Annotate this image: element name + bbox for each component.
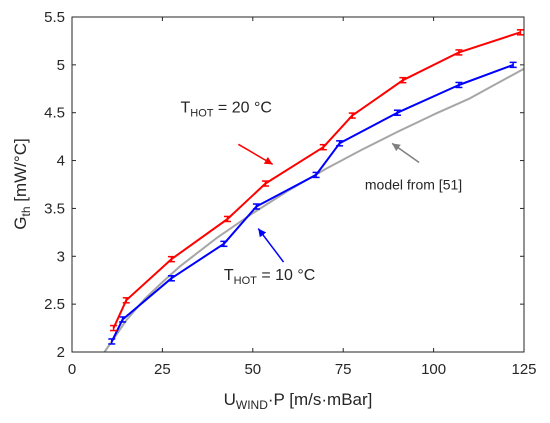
- series-0-point: [223, 215, 231, 223]
- series-0-point: [516, 29, 524, 36]
- x-axis-label-rest: ·P [m/s·mBar]: [268, 390, 373, 409]
- annotation-thot-20-arrow: [237, 143, 274, 166]
- annotation-layer: THOT = 20 °C THOT = 10 °C model from [51]: [180, 100, 462, 288]
- x-axis-label-sub: WIND: [236, 398, 268, 412]
- y-tick-label: 5.5: [44, 9, 65, 26]
- series-0-point: [110, 324, 118, 332]
- y-tick-label: 3.5: [44, 200, 65, 217]
- series-1-point: [252, 203, 260, 210]
- x-axis-label: UWIND·P [m/s·mBar]: [224, 390, 373, 412]
- y-tick-label: 2.5: [44, 296, 65, 313]
- y-tick-label: 3: [57, 248, 65, 265]
- series-0-point: [455, 49, 463, 56]
- x-tick-label: 75: [335, 361, 352, 378]
- series-1-point: [108, 338, 116, 345]
- tick-layer: 0 25 50 75 100 125 2 2.5 3 3.5 4 4.5 5 5.5: [44, 9, 536, 378]
- series-0-point: [122, 297, 130, 304]
- x-tick-label: 50: [244, 361, 261, 378]
- annotation-thot-10-arrow: [257, 228, 285, 263]
- y-axis-label-sub: th: [19, 206, 33, 216]
- series-0-point: [167, 255, 175, 263]
- y-tick-label: 4: [57, 153, 65, 170]
- series-1-point: [455, 81, 463, 89]
- x-tick-label: 25: [154, 361, 171, 378]
- series-0-point: [399, 76, 407, 84]
- y-axis-label: Gth [mW/°C]: [11, 138, 33, 229]
- y-tick-label: 2: [57, 344, 65, 361]
- series-0-point: [348, 112, 356, 119]
- series-1-point: [220, 240, 228, 248]
- series-0-line: [112, 31, 521, 329]
- series-2-line: [103, 67, 525, 353]
- series-1-point: [119, 316, 127, 323]
- series-0-point: [319, 143, 327, 151]
- y-tick-label: 5: [57, 57, 65, 74]
- series-1-point: [167, 275, 175, 282]
- series-0-point: [261, 180, 269, 187]
- x-axis-label-main: U: [224, 390, 236, 409]
- series-1-point: [336, 140, 344, 147]
- annotation-thot-20: THOT = 20 °C: [180, 100, 271, 120]
- annotation-thot-10: THOT = 10 °C: [224, 267, 315, 287]
- annotation-model-arrow: [391, 142, 420, 164]
- series-1-point: [393, 109, 401, 116]
- plot-frame: [71, 16, 525, 353]
- x-tick-label: 0: [68, 361, 76, 378]
- annotation-model: model from [51]: [365, 176, 462, 192]
- series-1-line: [110, 63, 514, 342]
- x-tick-label: 125: [511, 361, 536, 378]
- series-1-point: [509, 61, 517, 69]
- x-tick-label: 100: [421, 361, 446, 378]
- series-1-point: [312, 171, 320, 179]
- series-layer: [103, 29, 525, 353]
- y-tick-label: 4.5: [44, 105, 65, 122]
- y-axis-label-rest: [mW/°C]: [11, 138, 30, 206]
- y-axis-label-main: G: [11, 216, 30, 229]
